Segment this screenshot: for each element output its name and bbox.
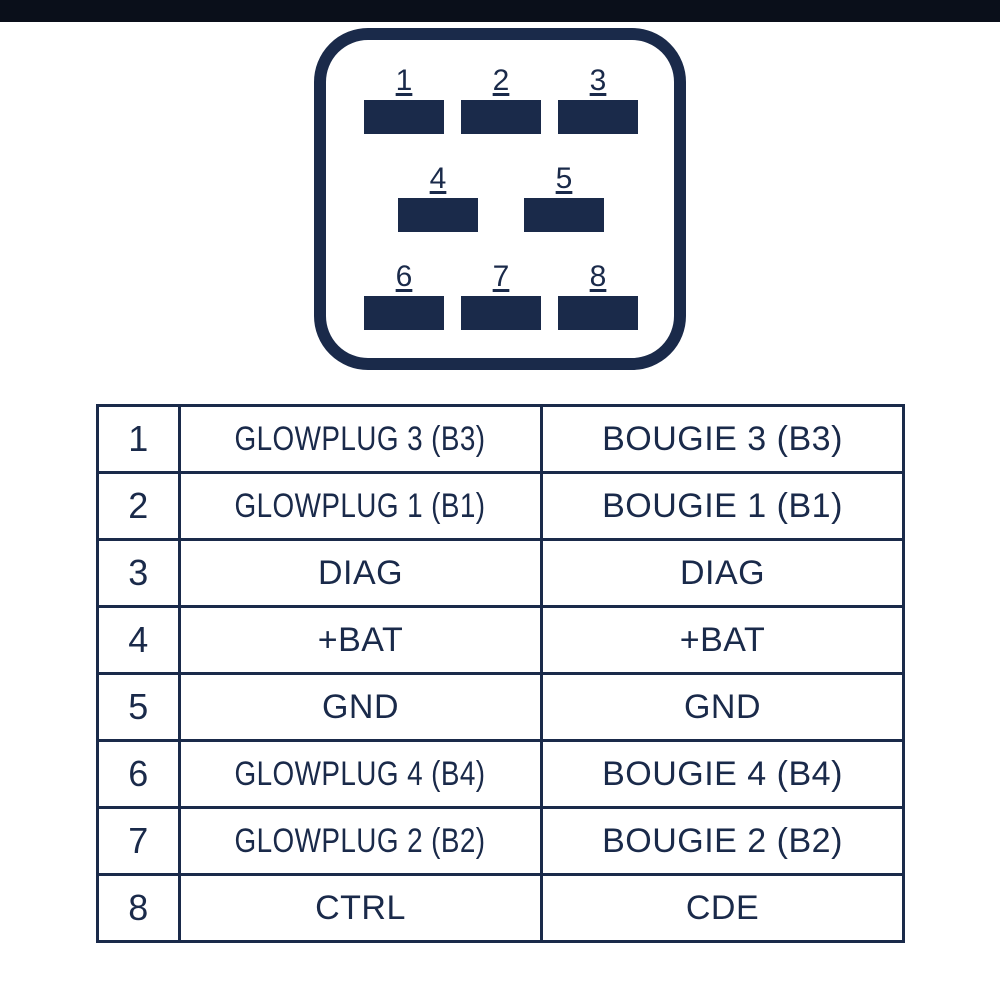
pin-number-label: 1 [364,66,444,96]
pin-label-en: GLOWPLUG 2 (B2) [180,808,542,875]
pin-terminal-icon [364,296,444,330]
pin-number-label: 2 [461,66,541,96]
pin-label-fr: CDE [542,875,904,942]
pin-number-label: 3 [558,66,638,96]
pin-label-fr: +BAT [542,607,904,674]
pinout-table: 1GLOWPLUG 3 (B3)BOUGIE 3 (B3)2GLOWPLUG 1… [96,404,905,943]
table-row: 4+BAT+BAT [98,607,904,674]
pin-label-fr: BOUGIE 2 (B2) [542,808,904,875]
pin-terminal-icon [364,100,444,134]
table-row: 1GLOWPLUG 3 (B3)BOUGIE 3 (B3) [98,406,904,473]
pin-number-label: 6 [364,262,444,292]
pin-label-fr: DIAG [542,540,904,607]
pin-label-fr: BOUGIE 1 (B1) [542,473,904,540]
pin-number-cell: 8 [98,875,180,942]
pin-number-label: 5 [524,164,604,194]
table-row: 8CTRLCDE [98,875,904,942]
pin-label-en: GLOWPLUG 1 (B1) [180,473,542,540]
pin-number-cell: 7 [98,808,180,875]
pin-number-label: 4 [398,164,478,194]
pin-number-cell: 2 [98,473,180,540]
connector-pin: 8 [558,262,638,330]
pin-label-fr: BOUGIE 4 (B4) [542,741,904,808]
pinout-table-wrap: 1GLOWPLUG 3 (B3)BOUGIE 3 (B3)2GLOWPLUG 1… [96,404,902,943]
connector-housing: 123 4 5 678 [314,28,686,370]
connector-pin: 2 [461,66,541,134]
pin-label-en: +BAT [180,607,542,674]
pin-terminal-icon [558,296,638,330]
pin-label-fr: BOUGIE 3 (B3) [542,406,904,473]
table-row: 5GNDGND [98,674,904,741]
connector-pin: 7 [461,262,541,330]
pin-label-fr: GND [542,674,904,741]
pin-terminal-icon [461,100,541,134]
connector-pin: 1 [364,66,444,134]
connector-pin: 6 [364,262,444,330]
pin-number-cell: 4 [98,607,180,674]
top-bar [0,0,1000,22]
pin-number-cell: 3 [98,540,180,607]
pinout-table-body: 1GLOWPLUG 3 (B3)BOUGIE 3 (B3)2GLOWPLUG 1… [98,406,904,942]
table-row: 6GLOWPLUG 4 (B4)BOUGIE 4 (B4) [98,741,904,808]
pin-number-cell: 6 [98,741,180,808]
pin-terminal-icon [398,198,478,232]
pin-number-label: 7 [461,262,541,292]
table-row: 2GLOWPLUG 1 (B1)BOUGIE 1 (B1) [98,473,904,540]
pin-label-en: DIAG [180,540,542,607]
connector-pin: 3 [558,66,638,134]
pin-terminal-icon [524,198,604,232]
pin-terminal-icon [558,100,638,134]
pin-number-cell: 5 [98,674,180,741]
pin-label-en: GLOWPLUG 4 (B4) [180,741,542,808]
table-row: 3DIAGDIAG [98,540,904,607]
connector-pin: 4 [398,164,478,232]
pin-label-en: CTRL [180,875,542,942]
table-row: 7GLOWPLUG 2 (B2)BOUGIE 2 (B2) [98,808,904,875]
pin-number-label: 8 [558,262,638,292]
pin-label-en: GND [180,674,542,741]
connector-diagram: 123 4 5 678 [314,28,686,370]
pin-terminal-icon [461,296,541,330]
pin-number-cell: 1 [98,406,180,473]
connector-pin: 5 [524,164,604,232]
pin-label-en: GLOWPLUG 3 (B3) [180,406,542,473]
